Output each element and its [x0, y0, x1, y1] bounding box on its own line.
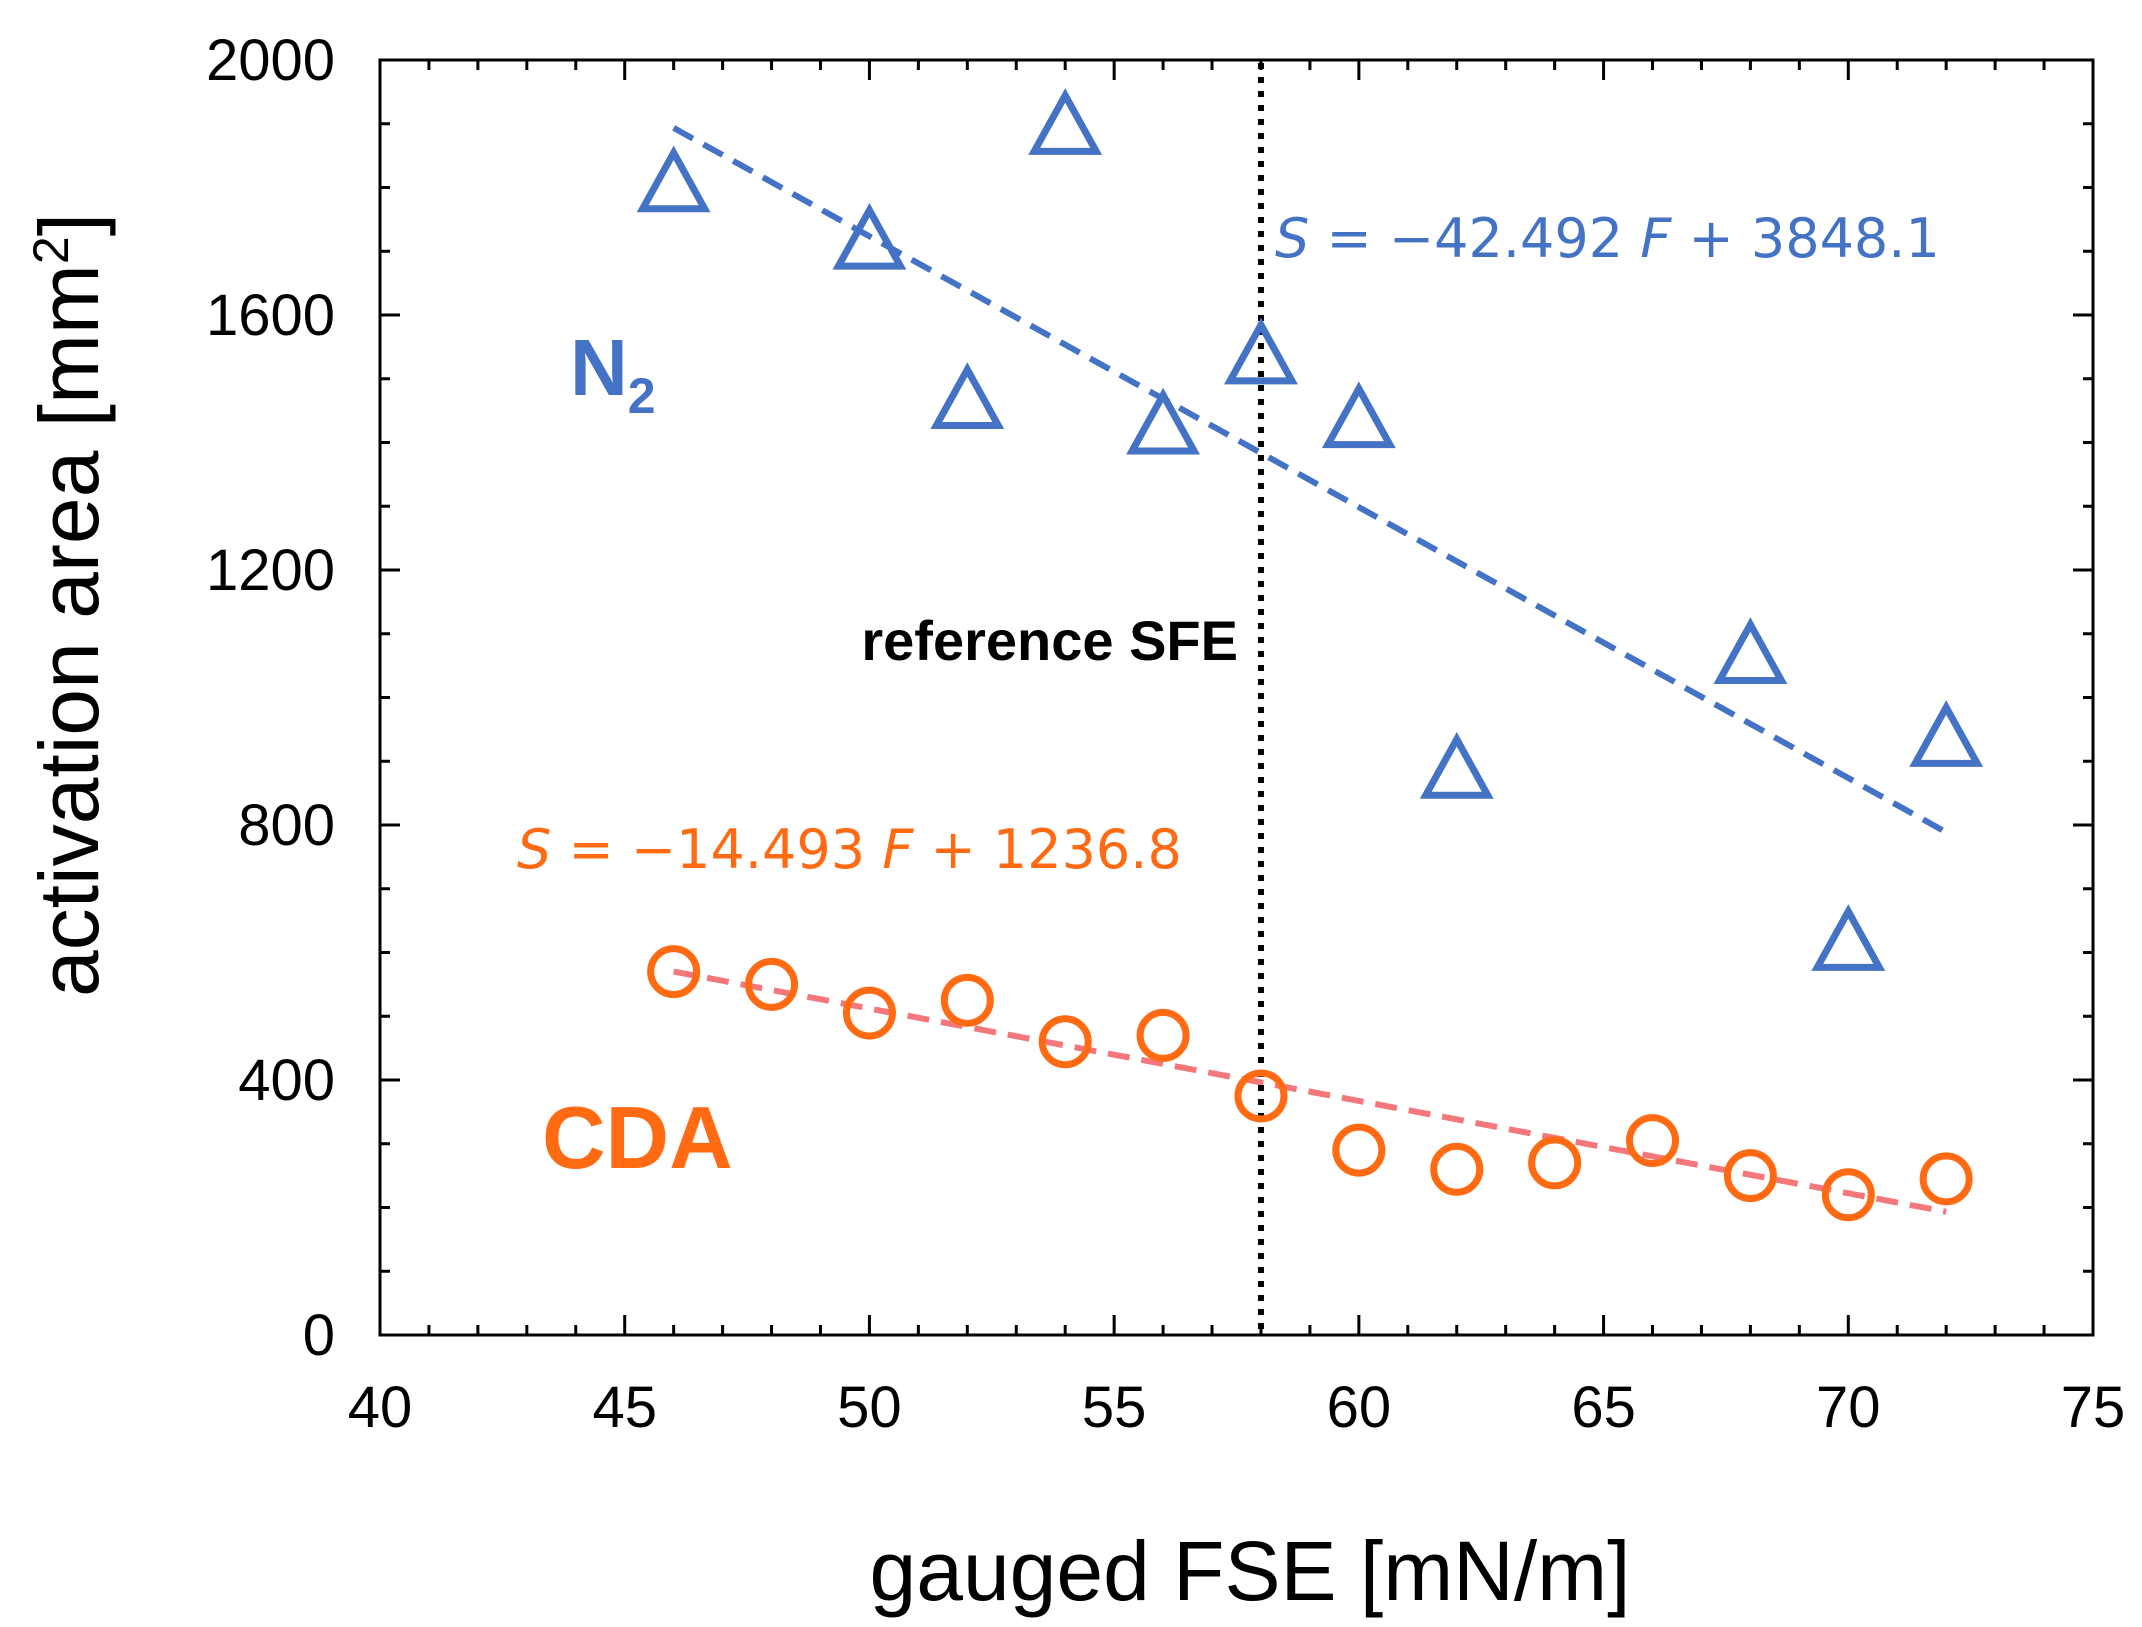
n2-eq-body: = −42.492 — [1309, 207, 1640, 270]
x-axis-title: gauged FSE [mN/m] — [870, 1524, 1631, 1618]
n2-point — [1126, 387, 1201, 455]
n2-eq-s: S — [1275, 207, 1309, 270]
cda-eq-tail: + 1236.8 — [913, 818, 1182, 881]
plot-frame — [378, 58, 2095, 1337]
cda-point — [1626, 1114, 1680, 1168]
n2-point — [1713, 617, 1788, 685]
y-tick-label: 1200 — [206, 538, 335, 603]
x-tick-label: 70 — [1816, 1375, 1881, 1440]
cda-eq-f: F — [882, 818, 914, 881]
cda-point — [1234, 1069, 1288, 1123]
x-tick-label: 45 — [592, 1375, 657, 1440]
cda-eq-s: S — [517, 818, 551, 881]
cda-point — [1723, 1149, 1777, 1203]
tick-labels: 40 45 50 55 60 65 70 75 0 400 800 1200 1600 2000 — [206, 28, 2125, 1440]
cda-point — [940, 973, 994, 1027]
series-label-n2-main: N — [570, 323, 628, 412]
n2-point — [1909, 700, 1984, 767]
cda-eq-body: = −14.493 — [551, 818, 882, 881]
cda-point — [1332, 1123, 1386, 1177]
x-tick-label: 40 — [348, 1375, 413, 1440]
x-tick-label: 75 — [2061, 1375, 2126, 1440]
cda-point — [1919, 1152, 1973, 1206]
n2-eq-tail: + 3848.1 — [1671, 207, 1940, 270]
y-tick-label: 2000 — [206, 28, 335, 93]
y-axis-title-main: activation area [mm — [22, 264, 116, 997]
reference-line-label: reference SFE — [861, 609, 1238, 672]
cda-fit-equation: S = −14.493 F + 1236.8 — [517, 818, 1182, 881]
n2-point — [1321, 381, 1396, 449]
y-tick-label: 800 — [238, 793, 335, 858]
x-tick-label: 60 — [1327, 1375, 1392, 1440]
y-axis-title-close: ] — [22, 213, 116, 236]
n2-point — [1224, 317, 1298, 385]
y-tick-label: 1600 — [206, 283, 335, 348]
y-axis-title-sup: 2 — [23, 236, 79, 264]
n2-point — [832, 202, 907, 270]
cda-point — [1038, 1015, 1092, 1069]
x-tick-label: 55 — [1082, 1375, 1147, 1440]
series-label-cda: CDA — [542, 1088, 733, 1187]
cda-point — [842, 986, 896, 1040]
n2-point — [1419, 732, 1494, 799]
n2-fit-equation: S = −42.492 F + 3848.1 — [1275, 207, 1940, 270]
data-markers — [636, 88, 1984, 1222]
n2-point — [1028, 88, 1103, 155]
cda-point — [1430, 1142, 1484, 1196]
y-axis-title: activation area [mm2] — [22, 213, 116, 997]
n2-point — [1811, 904, 1886, 971]
x-tick-label: 65 — [1571, 1375, 1636, 1440]
series-label-n2: N2 — [570, 323, 656, 424]
x-tick-label: 50 — [837, 1375, 902, 1440]
series-label-n2-sub: 2 — [628, 368, 656, 424]
cda-point — [647, 945, 701, 999]
cda-point — [1136, 1008, 1190, 1062]
cda-point — [1821, 1168, 1875, 1222]
fit-line-cda — [673, 968, 1947, 1215]
cda-point — [1528, 1136, 1582, 1190]
y-tick-label: 0 — [303, 1303, 335, 1368]
n2-eq-f: F — [1640, 207, 1672, 270]
n2-point — [930, 362, 1005, 430]
n2-point — [636, 145, 711, 213]
y-tick-label: 400 — [238, 1048, 335, 1113]
cda-point — [745, 957, 799, 1011]
